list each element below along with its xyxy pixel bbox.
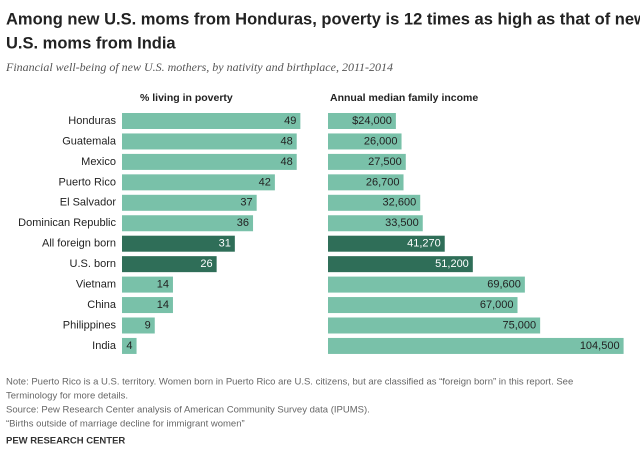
bar	[328, 113, 396, 129]
bar	[328, 276, 525, 293]
note: Terminology for more details.	[6, 391, 128, 402]
chart-subtitle: Financial well-being of new U.S. mothers…	[5, 60, 393, 74]
chart-title: U.S. moms from India	[6, 34, 176, 52]
bar	[122, 317, 155, 334]
value-label: 36	[237, 217, 249, 229]
value-label: 48	[280, 135, 292, 147]
footer: PEW RESEARCH CENTER	[6, 436, 125, 447]
bar	[328, 133, 402, 150]
bar	[328, 337, 624, 354]
bar	[122, 153, 297, 170]
value-label: 26,700	[366, 176, 400, 188]
value-label: 75,000	[502, 319, 536, 331]
value-label: 14	[157, 299, 169, 311]
bar	[328, 317, 541, 334]
category-label: Vietnam	[76, 279, 116, 291]
category-label: Dominican Republic	[18, 217, 116, 229]
value-label: 27,500	[368, 156, 402, 168]
note: Source: Pew Research Center analysis of …	[6, 405, 370, 416]
note: Note: Puerto Rico is a U.S. territory. W…	[6, 377, 573, 388]
value-label: 104,500	[580, 340, 620, 352]
value-label: 4	[126, 340, 132, 352]
value-label: 26	[200, 258, 212, 270]
value-label: 26,000	[364, 135, 398, 147]
category-label: China	[87, 299, 117, 311]
note: “Births outside of marriage decline for …	[6, 419, 245, 430]
value-label: 41,270	[407, 238, 441, 250]
bar	[122, 337, 137, 354]
category-label: Mexico	[81, 156, 116, 168]
category-label: U.S. born	[70, 258, 116, 270]
value-label: 67,000	[480, 299, 514, 311]
category-label: Honduras	[68, 115, 116, 127]
bar	[122, 194, 257, 211]
value-label: 32,600	[383, 197, 417, 209]
bar	[122, 133, 297, 150]
category-label: El Salvador	[60, 197, 117, 209]
bar	[328, 174, 404, 191]
bar	[328, 256, 473, 273]
value-label: 42	[259, 176, 271, 188]
value-label: 14	[157, 279, 169, 291]
value-label: 33,500	[385, 217, 419, 229]
bar	[122, 174, 275, 191]
bar	[328, 297, 518, 314]
value-label: 31	[219, 238, 231, 250]
bar	[122, 215, 254, 232]
category-label: All foreign born	[42, 238, 116, 250]
value-label: 49	[284, 115, 296, 127]
category-label: Guatemala	[62, 135, 117, 147]
bar	[122, 235, 235, 252]
value-label: 48	[280, 156, 292, 168]
category-label: Puerto Rico	[59, 176, 116, 188]
bar	[328, 235, 445, 252]
value-label: 37	[240, 197, 252, 209]
value-label: $24,000	[352, 115, 392, 127]
bar	[122, 113, 301, 129]
panel-title: % living in poverty	[140, 92, 233, 104]
bar	[328, 194, 421, 211]
bar	[122, 297, 173, 314]
bar	[328, 215, 423, 232]
bar	[328, 153, 406, 170]
value-label: 9	[145, 319, 151, 331]
value-label: 69,600	[487, 279, 521, 291]
value-label: 51,200	[435, 258, 469, 270]
bar	[122, 256, 217, 273]
panel-title: Annual median family income	[330, 92, 478, 104]
chart-title: Among new U.S. moms from Honduras, pover…	[6, 10, 640, 28]
category-label: India	[92, 340, 117, 352]
category-label: Philippines	[63, 319, 117, 331]
bar	[122, 276, 173, 293]
